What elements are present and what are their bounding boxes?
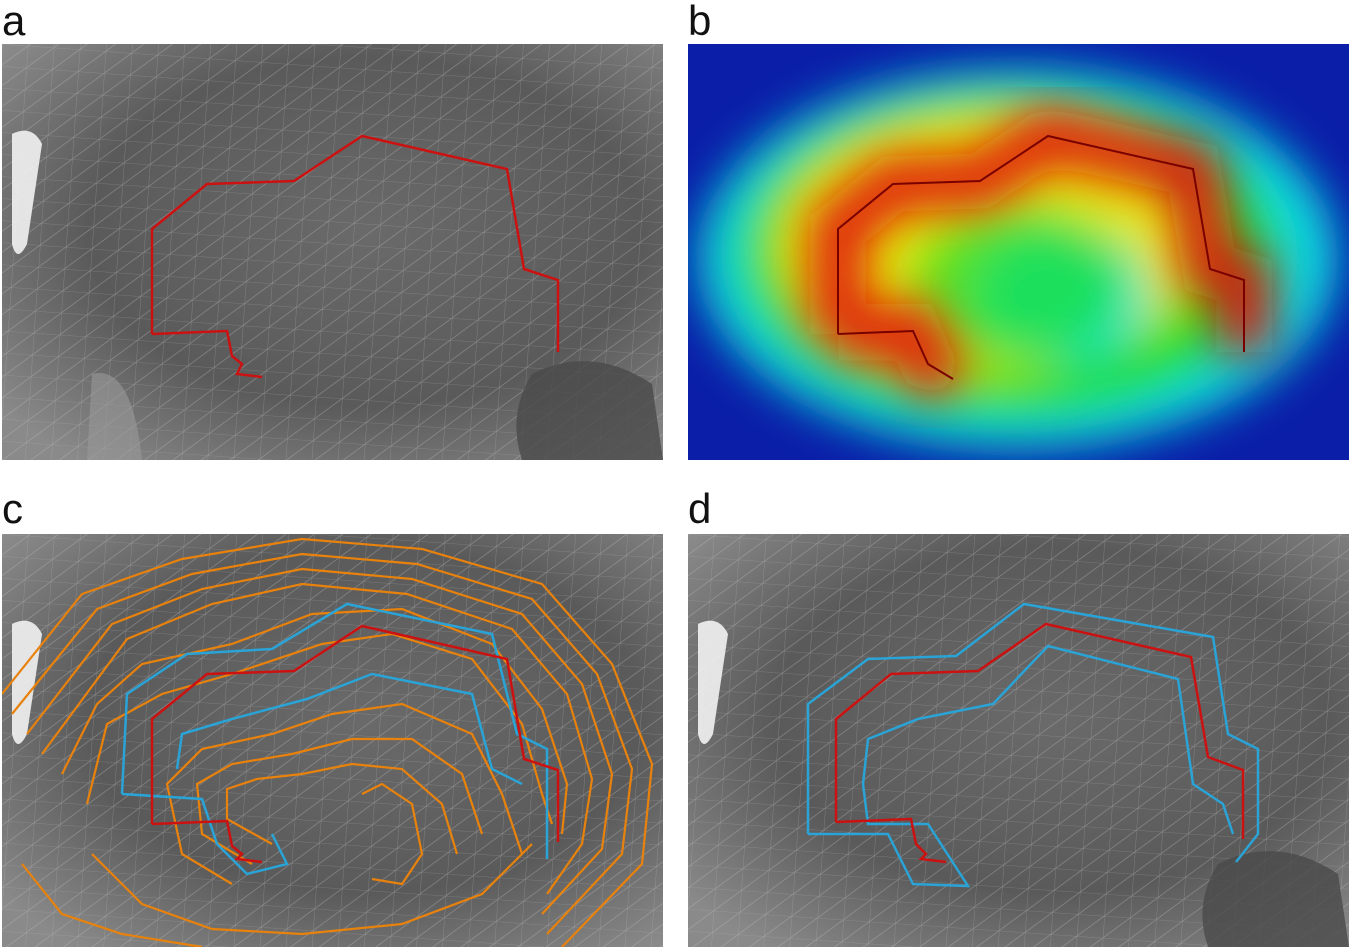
geodesic-path-red bbox=[834, 622, 1245, 839]
panel-label-c: c bbox=[2, 485, 23, 532]
geodesic-path-red bbox=[150, 134, 560, 352]
panel-b-heatmap bbox=[688, 44, 1349, 460]
panel-a-image bbox=[2, 44, 663, 460]
offset-path-inner bbox=[861, 644, 1235, 835]
contour-lines-blue bbox=[120, 602, 549, 876]
geodesic-path-red bbox=[150, 624, 560, 842]
offset-path-outer bbox=[806, 602, 1260, 863]
specular-highlight bbox=[12, 130, 42, 254]
contour-lines-orange bbox=[2, 537, 654, 947]
panel-d-offset-paths bbox=[688, 534, 1349, 947]
geodesic-path-dark bbox=[837, 134, 1245, 352]
panel-c-contours bbox=[2, 534, 663, 947]
panel-label-b: b bbox=[688, 0, 712, 44]
panel-label-a: a bbox=[2, 0, 26, 44]
panel-label-d: d bbox=[688, 485, 712, 532]
